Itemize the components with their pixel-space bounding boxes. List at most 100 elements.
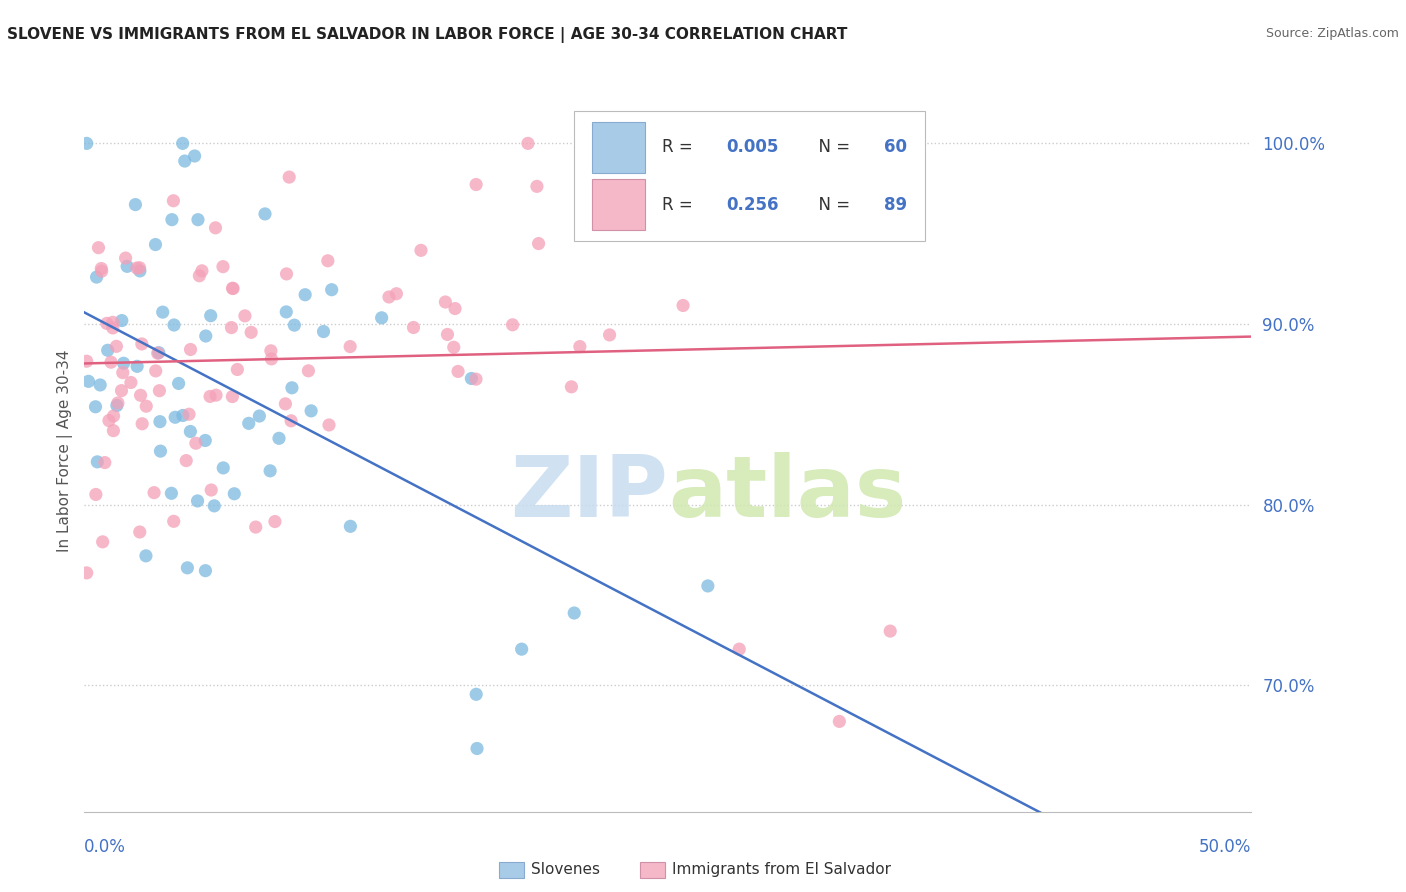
Point (299, 404, 322, 418)
Text: Slovenes: Slovenes (531, 863, 600, 877)
Point (260, 351, 283, 366)
Point (409, 244, 432, 258)
Point (222, 281, 245, 295)
Point (112, 356, 135, 370)
Point (97, 413, 120, 427)
Point (89, 378, 111, 392)
Point (114, 251, 136, 265)
Point (316, 253, 339, 268)
Point (526, 179, 548, 194)
Point (145, 237, 167, 252)
Point (278, 170, 301, 185)
Point (125, 261, 148, 276)
Point (176, 561, 198, 575)
Point (148, 345, 170, 359)
Point (202, 499, 225, 513)
Point (696, 579, 718, 593)
Point (204, 220, 226, 235)
Point (187, 212, 209, 227)
Point (97, 343, 120, 358)
Point (120, 376, 142, 390)
Y-axis label: In Labor Force | Age 30-34: In Labor Force | Age 30-34 (58, 349, 73, 552)
Point (172, 409, 194, 423)
Text: 50.0%: 50.0% (1199, 838, 1251, 856)
Point (444, 301, 467, 316)
Point (145, 364, 167, 378)
Point (128, 264, 150, 278)
Point (77, 375, 100, 389)
Point (135, 399, 157, 413)
Point (191, 264, 214, 278)
Text: 89: 89 (884, 195, 907, 213)
Point (221, 281, 243, 295)
Point (127, 359, 149, 374)
Point (562, 606, 585, 620)
Point (187, 494, 209, 508)
Point (200, 483, 222, 497)
FancyBboxPatch shape (575, 111, 925, 241)
Point (163, 514, 186, 528)
Point (259, 464, 281, 478)
Text: SLOVENE VS IMMIGRANTS FROM EL SALVADOR IN LABOR FORCE | AGE 30-34 CORRELATION CH: SLOVENE VS IMMIGRANTS FROM EL SALVADOR I… (7, 27, 848, 43)
Point (110, 384, 132, 398)
Point (447, 364, 470, 378)
Point (200, 309, 222, 323)
Point (728, 642, 751, 657)
Point (378, 290, 401, 304)
Point (131, 337, 153, 351)
Point (276, 305, 298, 319)
Point (101, 315, 124, 329)
Point (240, 326, 263, 340)
Point (321, 283, 343, 297)
Point (672, 298, 695, 312)
Point (436, 327, 458, 342)
Point (221, 320, 243, 334)
Point (560, 380, 582, 394)
Point (165, 410, 187, 425)
Point (86, 270, 108, 285)
Text: N =: N = (808, 138, 855, 156)
Text: atlas: atlas (668, 452, 905, 535)
Point (370, 310, 392, 325)
Point (100, 355, 122, 369)
Point (160, 212, 183, 227)
Text: Immigrants from El Salvador: Immigrants from El Salvador (672, 863, 891, 877)
Point (87, 241, 110, 255)
Point (84, 487, 107, 501)
Point (465, 178, 488, 192)
Point (184, 436, 207, 450)
Text: ZIP: ZIP (510, 452, 668, 535)
Point (111, 313, 134, 327)
Point (828, 714, 851, 729)
Point (105, 399, 128, 413)
Point (143, 485, 166, 500)
Point (527, 236, 550, 251)
Point (443, 340, 465, 354)
Point (516, 136, 538, 151)
Point (103, 409, 125, 423)
Point (194, 564, 217, 578)
Point (709, 144, 731, 158)
Point (294, 287, 316, 301)
Point (318, 417, 340, 432)
Point (194, 329, 217, 343)
Text: R =: R = (662, 138, 697, 156)
Point (247, 409, 270, 423)
Point (280, 414, 302, 428)
Point (103, 424, 125, 438)
Point (76, 136, 98, 151)
Point (177, 407, 200, 421)
Text: Source: ZipAtlas.com: Source: ZipAtlas.com (1265, 27, 1399, 40)
Point (84, 400, 107, 414)
Point (149, 415, 172, 429)
Point (253, 207, 276, 221)
Point (198, 389, 221, 403)
Point (212, 260, 235, 274)
Point (879, 624, 901, 638)
Point (131, 417, 153, 431)
Point (568, 340, 591, 354)
Text: R =: R = (662, 195, 697, 213)
Point (690, 181, 713, 195)
Text: □: □ (496, 860, 516, 880)
Bar (592, 122, 644, 172)
